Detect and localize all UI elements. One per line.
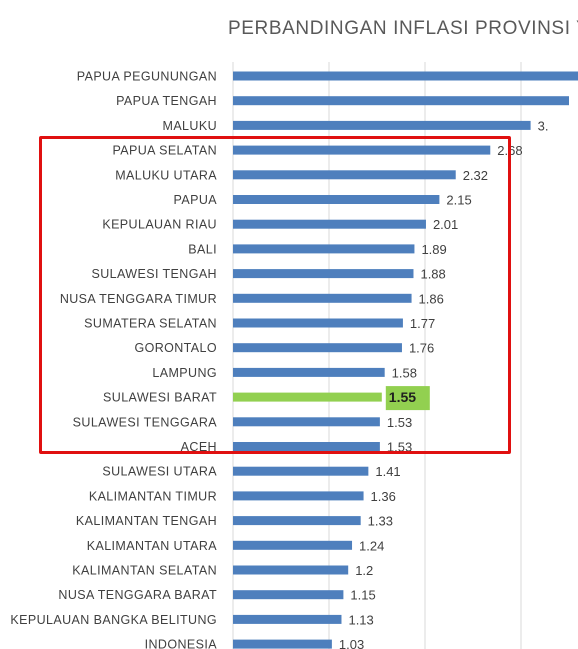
category-label: PAPUA (174, 193, 218, 207)
category-label: INDONESIA (145, 638, 218, 649)
category-label: GORONTALO (134, 341, 217, 355)
data-label: 1.15 (350, 588, 375, 603)
bar (233, 120, 531, 130)
data-label: 1.86 (419, 291, 444, 306)
category-label: NUSA TENGGARA TIMUR (60, 292, 217, 306)
data-label: 1.89 (421, 242, 446, 257)
bar (233, 565, 349, 575)
bar (233, 540, 353, 550)
data-label: 1.33 (368, 514, 393, 529)
data-label: 2.01 (433, 217, 458, 232)
category-label: SULAWESI TENGGARA (73, 415, 218, 429)
category-label: SUMATERA SELATAN (84, 317, 217, 331)
bar (233, 145, 491, 155)
bar (233, 614, 342, 624)
data-label-background (385, 386, 430, 411)
category-label: KALIMANTAN UTARA (87, 539, 218, 553)
category-label: ACEH (181, 440, 217, 454)
data-label: 3. (538, 118, 549, 133)
bar (233, 343, 402, 353)
category-label: SULAWESI TENGAH (92, 267, 217, 281)
data-label: 1.03 (339, 637, 364, 649)
bar (233, 442, 380, 451)
bar (233, 417, 380, 427)
category-label: KALIMANTAN SELATAN (72, 564, 217, 578)
data-label: 1.53 (387, 415, 412, 430)
category-label: SULAWESI UTARA (102, 465, 217, 479)
category-label: PAPUA TENGAH (116, 94, 217, 108)
category-label: BALI (188, 242, 217, 256)
chart-title: PERBANDINGAN INFLASI PROVINSI Y (228, 18, 578, 39)
category-label: KEPULAUAN BANGKA BELITUNG (10, 613, 217, 627)
bar (233, 516, 361, 526)
category-label: PAPUA PEGUNUNGAN (77, 70, 217, 84)
data-label: 1.36 (371, 489, 396, 504)
data-label: 1.58 (392, 365, 417, 380)
data-label: 1.77 (410, 316, 435, 331)
bar (233, 244, 415, 254)
data-label: 2.32 (463, 168, 488, 183)
bar (233, 639, 332, 649)
category-label: SULAWESI BARAT (103, 391, 217, 405)
category-label: LAMPUNG (152, 366, 217, 380)
bar (233, 491, 364, 501)
data-label: 1.13 (348, 612, 373, 627)
category-label: KALIMANTAN TENGAH (76, 514, 217, 528)
bar (233, 96, 569, 106)
data-label: 1.2 (355, 563, 373, 578)
data-label: 2.68 (497, 143, 522, 158)
bar (233, 466, 369, 476)
data-label: 1.55 (389, 389, 416, 405)
bar (233, 195, 440, 204)
bar-highlighted (233, 392, 382, 402)
data-label: 1.41 (375, 464, 400, 479)
category-label: MALUKU UTARA (115, 168, 217, 182)
bar (233, 170, 456, 180)
bar (233, 293, 412, 303)
data-label: 1.76 (409, 341, 434, 356)
category-label: KEPULAUAN RIAU (102, 218, 217, 232)
bar (233, 590, 344, 600)
bar (233, 71, 578, 81)
category-label: PAPUA SELATAN (112, 144, 217, 158)
data-label: 2.15 (446, 193, 471, 208)
category-label: KALIMANTAN TIMUR (89, 489, 217, 503)
data-label: 1.53 (387, 440, 412, 455)
data-label: 1.24 (359, 538, 384, 553)
bar (233, 219, 426, 229)
bar (233, 318, 403, 328)
data-label: 1.88 (420, 267, 445, 282)
bar (233, 269, 414, 279)
bar (233, 367, 385, 377)
category-label: MALUKU (163, 119, 218, 133)
category-label: NUSA TENGGARA BARAT (58, 588, 217, 602)
